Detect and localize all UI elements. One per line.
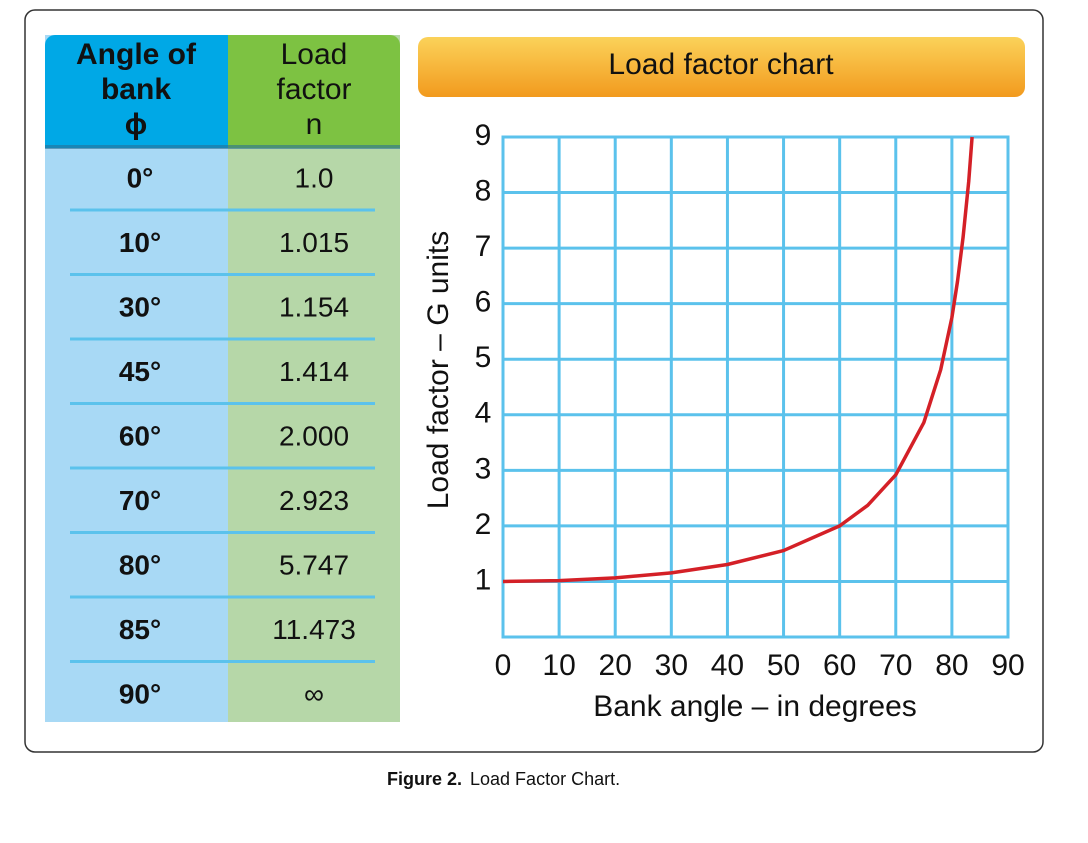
caption: Figure 2. Load Factor Chart. — [387, 769, 620, 789]
angle-cell: 45° — [119, 356, 161, 387]
caption-text: Load Factor Chart. — [470, 769, 620, 789]
x-tick-label: 10 — [542, 649, 575, 682]
factor-cell: 1.154 — [279, 291, 349, 322]
angle-cell: 30° — [119, 291, 161, 322]
angle-header — [45, 35, 228, 148]
x-tick-label: 0 — [495, 649, 512, 682]
y-axis-label: Load factor – G units — [422, 231, 455, 510]
x-tick-label: 60 — [823, 649, 856, 682]
factor-cell: 1.414 — [279, 356, 349, 387]
angle-cell: 70° — [119, 485, 161, 516]
angle-cell: 85° — [119, 614, 161, 645]
angle-cell: 80° — [119, 549, 161, 580]
x-tick-label: 30 — [655, 649, 688, 682]
factor-cell: 5.747 — [279, 549, 349, 580]
factor-cell: 2.000 — [279, 420, 349, 451]
x-tick-label: 70 — [879, 649, 912, 682]
angle-cell: 0° — [127, 162, 154, 193]
factor-cell: ∞ — [304, 678, 324, 709]
data-line — [502, 136, 974, 584]
caption-label: Figure 2. — [387, 769, 462, 789]
y-tick-label: 4 — [475, 397, 492, 430]
factor-header — [228, 35, 400, 148]
x-tick-label: 20 — [599, 649, 632, 682]
header-shadow — [45, 145, 400, 149]
angle-column — [45, 35, 228, 722]
header-text: bank — [101, 73, 171, 106]
x-axis-label: Bank angle – in degrees — [593, 690, 917, 723]
chart-title: Load factor chart — [608, 48, 834, 81]
header-text: factor — [276, 73, 351, 106]
y-tick-label: 2 — [475, 508, 492, 541]
header-text: ϕ — [125, 108, 148, 141]
chart-title-box — [418, 37, 1025, 97]
y-tick-label: 9 — [475, 119, 492, 152]
angle-cell: 90° — [119, 678, 161, 709]
x-tick-label: 80 — [935, 649, 968, 682]
y-tick-label: 5 — [475, 341, 492, 374]
angle-cell: 60° — [119, 420, 161, 451]
factor-cell: 2.923 — [279, 485, 349, 516]
y-tick-label: 8 — [475, 174, 492, 207]
header-text: n — [306, 108, 323, 141]
header-text: Load — [281, 38, 348, 71]
x-tick-label: 40 — [711, 649, 744, 682]
y-tick-label: 6 — [475, 286, 492, 319]
y-tick-label: 7 — [475, 230, 492, 263]
y-tick-label: 1 — [475, 563, 492, 596]
factor-cell: 1.0 — [295, 162, 334, 193]
angle-cell: 10° — [119, 227, 161, 258]
y-tick-label: 3 — [475, 452, 492, 485]
factor-cell: 1.015 — [279, 227, 349, 258]
factor-cell: 11.473 — [272, 614, 356, 645]
factor-column — [228, 35, 400, 722]
header-text: Angle of — [76, 38, 197, 71]
x-tick-label: 50 — [767, 649, 800, 682]
x-tick-label: 90 — [991, 649, 1024, 682]
